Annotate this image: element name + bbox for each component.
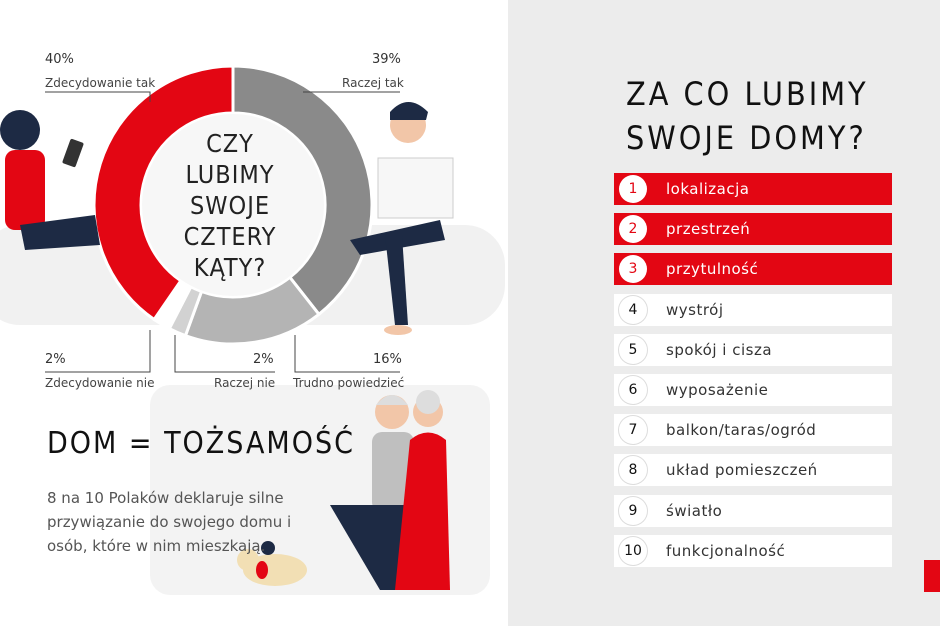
ranking-number: 7 — [619, 416, 647, 445]
center-title-line: CZTERY — [183, 222, 277, 251]
ranking-number: 8 — [619, 456, 647, 485]
center-title-line: SWOJE — [189, 191, 271, 220]
ranking-label: balkon/taras/ogród — [666, 421, 817, 440]
ranking-item: 10 funkcjonalność — [614, 534, 892, 567]
ranking-item: 6 wyposażenie — [614, 373, 892, 406]
ranking-item: 2 przestrzeń — [614, 213, 892, 246]
leader-lines — [45, 91, 400, 373]
survey-panel: CZY LUBIMY SWOJE CZTERY KĄTY? 40% Zdecyd… — [0, 52, 505, 595]
ranking-label: światło — [666, 501, 723, 520]
ranking-item: 3 przytulność — [614, 253, 892, 286]
ranking-title: ZA CO LUBIMY SWOJE DOMY? — [626, 72, 886, 160]
donut-segments — [92, 64, 374, 346]
identity-heading: DOM = TOŻSAMOŚĆ — [47, 426, 355, 461]
label-raczej-tak: Raczej tak — [342, 76, 404, 90]
pct-raczej-tak: 39% — [372, 52, 401, 67]
pct-zdecydowanie-tak: 40% — [45, 52, 74, 67]
elderly-couple-illustration — [330, 390, 450, 590]
ranking-list: 1 lokalizacja 2 przestrzeń 3 przytulność 4 wyst… — [614, 173, 892, 575]
pct-trudno-powiedziec: 16% — [373, 352, 402, 367]
brand-corner-mark — [924, 560, 940, 592]
ranking-item: 7 balkon/taras/ogród — [614, 414, 892, 447]
chart-center-title: CZY LUBIMY SWOJE CZTERY KĄTY? — [160, 128, 300, 283]
identity-body: 8 na 10 Polaków deklaruje silne przywiąz… — [47, 489, 292, 555]
ranking-item: 8 układ pomieszczeń — [614, 454, 892, 487]
center-title-line: KĄTY? — [193, 253, 267, 282]
pct-zdecydowanie-nie: 2% — [45, 352, 66, 367]
label-raczej-nie: Raczej nie — [214, 376, 276, 390]
ranking-label: lokalizacja — [666, 180, 750, 198]
label-trudno-powiedziec: Trudno powiedzieć — [293, 376, 405, 390]
ranking-label: wyposażenie — [666, 380, 769, 399]
ranking-item: 5 spokój i cisza — [614, 333, 892, 366]
man-newspaper-illustration — [350, 102, 454, 335]
ranking-item: 9 światło — [614, 494, 892, 527]
ranking-number: 4 — [619, 295, 647, 324]
ranking-number: 5 — [619, 335, 647, 364]
center-title-line: CZY — [206, 129, 254, 158]
ranking-number: 9 — [619, 496, 647, 525]
ranking-item: 1 lokalizacja — [614, 173, 892, 205]
donut-segment — [231, 64, 374, 317]
ranking-label: wystrój — [666, 300, 724, 319]
pct-raczej-nie: 2% — [253, 352, 274, 367]
center-title-line: LUBIMY — [185, 160, 275, 189]
ranking-item: 4 wystrój — [614, 293, 892, 326]
ranking-label: przestrzeń — [666, 220, 751, 239]
dog-illustration — [237, 541, 307, 586]
ranking-number: 2 — [619, 215, 647, 244]
ranking-label: funkcjonalność — [666, 541, 786, 560]
ranking-number: 10 — [619, 536, 647, 565]
ranking-label: przytulność — [666, 260, 759, 279]
donut-chart — [0, 64, 454, 590]
label-zdecydowanie-tak: Zdecydowanie tak — [45, 76, 156, 90]
ranking-number: 3 — [619, 255, 647, 284]
ranking-panel: ZA CO LUBIMY SWOJE DOMY? 1 lokalizacja 2 pr… — [508, 0, 940, 626]
ranking-label: układ pomieszczeń — [666, 461, 818, 480]
woman-reading-illustration — [0, 110, 100, 250]
label-zdecydowanie-nie: Zdecydowanie nie — [45, 376, 155, 390]
ranking-title-line: SWOJE DOMY? — [626, 119, 867, 157]
ranking-number: 6 — [619, 375, 647, 404]
ranking-label: spokój i cisza — [666, 340, 773, 359]
ranking-number: 1 — [619, 175, 647, 203]
ranking-title-line: ZA CO LUBIMY — [626, 75, 869, 113]
donut-hole — [142, 114, 324, 296]
